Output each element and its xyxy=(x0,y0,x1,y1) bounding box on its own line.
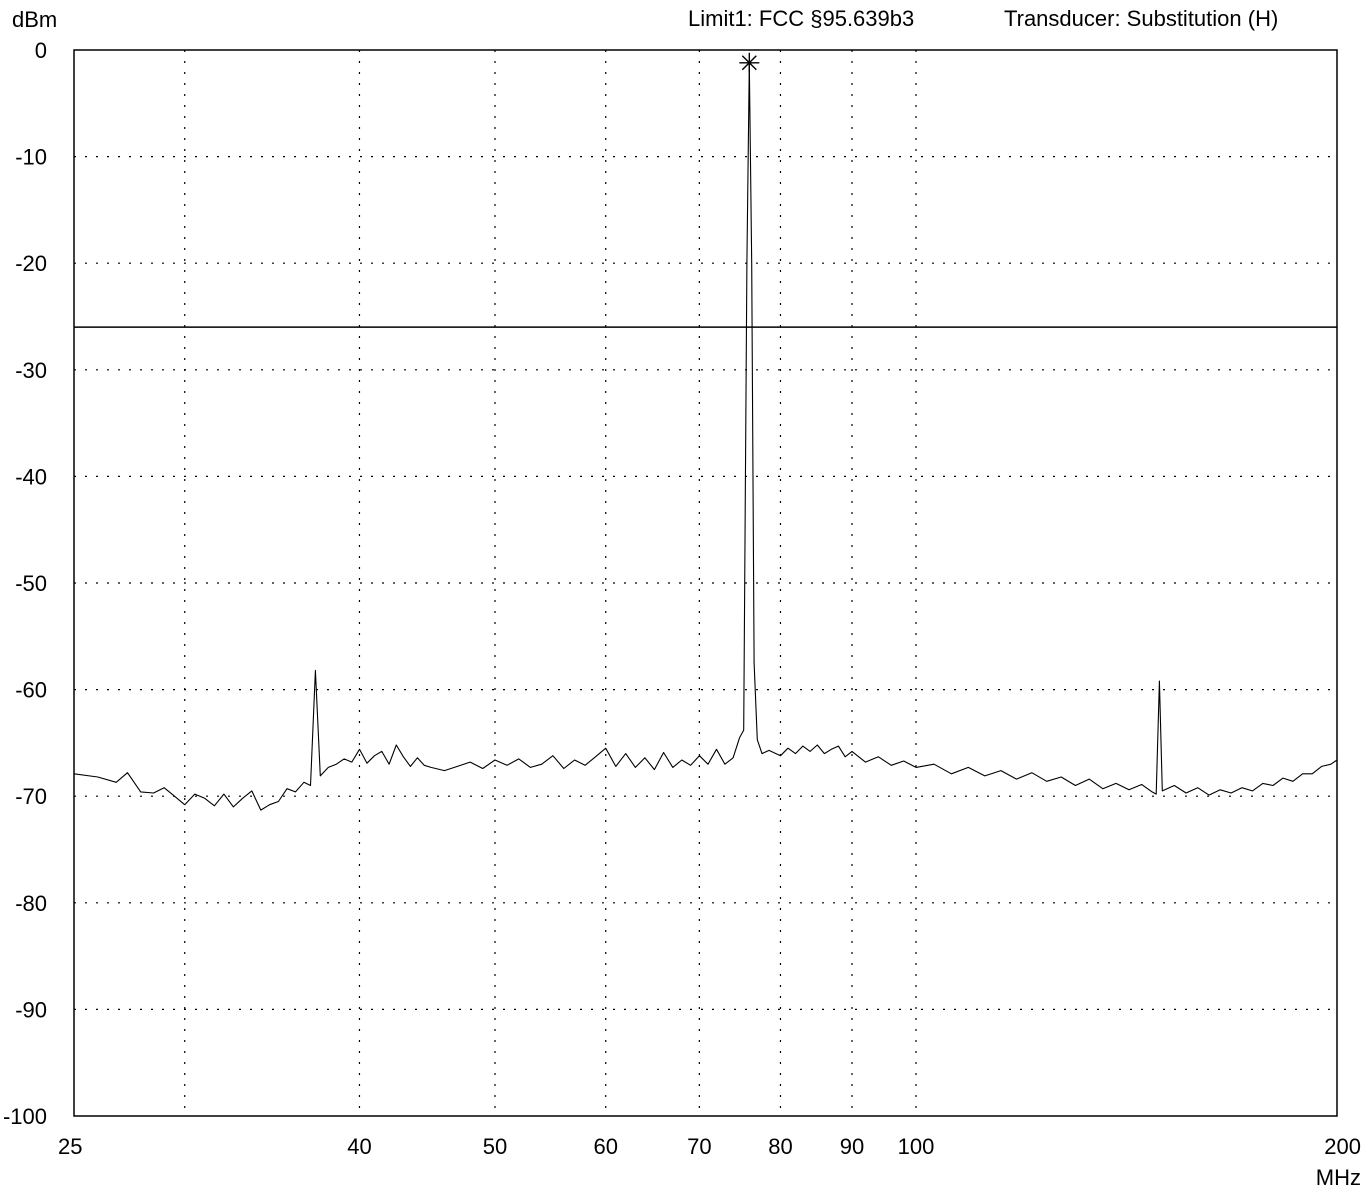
limit-label: Limit1: FCC §95.639b3 xyxy=(688,6,915,31)
x-axis-unit-label: MHz xyxy=(1316,1165,1361,1190)
x-tick-labels: 25 40 50 60 70 80 90 100 200 xyxy=(58,1134,1361,1159)
marker-group xyxy=(739,52,760,73)
y-tick-label: 0 xyxy=(35,38,47,63)
y-tick-label: -100 xyxy=(3,1104,47,1129)
x-tick-label: 60 xyxy=(593,1134,617,1159)
x-tick-label: 40 xyxy=(347,1134,371,1159)
y-tick-label: -80 xyxy=(15,891,47,916)
y-tick-label: -30 xyxy=(15,358,47,383)
y-tick-label: -60 xyxy=(15,678,47,703)
peak-marker xyxy=(739,52,760,73)
x-tick-label: 80 xyxy=(768,1134,792,1159)
trace-group xyxy=(73,62,1338,811)
grid-lines xyxy=(74,50,1337,1116)
x-tick-label: 90 xyxy=(840,1134,864,1159)
x-tick-label: 200 xyxy=(1324,1134,1361,1159)
y-tick-label: -20 xyxy=(15,251,47,276)
x-tick-label: 70 xyxy=(687,1134,711,1159)
plot-area xyxy=(73,49,1338,1117)
spectrum-trace xyxy=(73,62,1338,811)
x-tick-label: 100 xyxy=(898,1134,935,1159)
x-tick-label: 50 xyxy=(483,1134,507,1159)
transducer-label: Transducer: Substitution (H) xyxy=(1004,6,1279,31)
y-tick-label: -70 xyxy=(15,784,47,809)
y-tick-label: -40 xyxy=(15,464,47,489)
y-tick-labels: 0 -10 -20 -30 -40 -50 -60 -70 -80 -90 -100 xyxy=(3,38,47,1129)
y-axis-unit-label: dBm xyxy=(12,7,57,32)
y-tick-label: -50 xyxy=(15,571,47,596)
y-tick-label: -10 xyxy=(15,145,47,170)
x-tick-label: 25 xyxy=(58,1134,82,1159)
y-tick-label: -90 xyxy=(15,997,47,1022)
